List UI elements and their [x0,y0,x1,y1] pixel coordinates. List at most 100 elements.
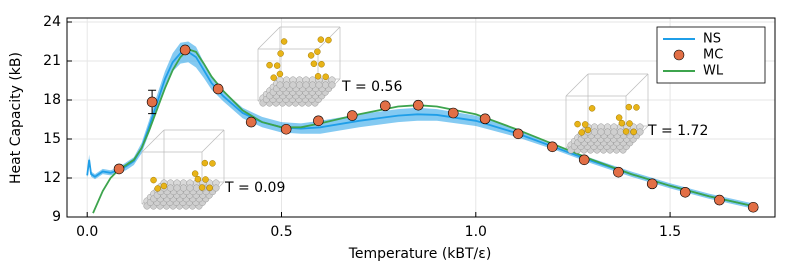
data-point [212,83,224,95]
y-tick-label: 12 [43,170,61,186]
inset-adsorbate [154,185,161,192]
y-tick-label: 15 [43,131,61,147]
inset-adsorbate [615,114,623,121]
inset-adsorbate [618,119,626,127]
inset-adsorbate [198,184,206,191]
inset-adsorbate [266,61,273,69]
data-point [613,166,624,178]
inset-atom [173,184,181,192]
inset-atom [192,184,201,192]
inset-atom [597,128,605,136]
inset-adsorbate [160,182,168,190]
data-point [547,141,558,153]
inset-atom [186,184,194,192]
x-tick-label: 1.5 [659,224,681,240]
inset-atom [636,128,644,136]
y-tick-label: 18 [43,92,61,108]
inset-adsorbate [325,36,332,44]
data-point [313,115,324,127]
inset-adsorbate [314,48,321,55]
inset-adsorbate [277,50,284,57]
x-tick-label: 0.5 [270,224,292,240]
inset-edge [141,129,165,153]
inset-adsorbate [310,60,318,68]
inset-adsorbate [206,184,213,192]
inset-adsorbate [318,60,325,68]
data-point [113,163,125,175]
y-tick-label: 24 [43,14,61,30]
data-point [714,194,725,206]
data-point [379,100,391,112]
inset-edge [565,73,589,97]
x-tick-label: 1.0 [465,224,487,240]
annotation: T = 1.72 [647,123,708,139]
inset-edge [257,26,281,50]
y-tick-label: 21 [43,53,61,69]
inset-atom [321,81,330,89]
inset-atom [616,128,625,136]
inset-atom [179,184,188,192]
inset-atom [590,128,599,136]
annotation: T = 0.56 [341,79,402,95]
inset-atom [276,81,284,89]
inset-atom [289,81,297,89]
y-axis-label: Heat Capacity (kB) [8,52,24,184]
inset-adsorbate [273,62,281,69]
inset-snapshot [141,129,225,210]
inset-adsorbate [201,159,209,167]
inset-adsorbate [202,176,209,183]
inset-atom [328,81,336,89]
data-point [578,154,590,166]
inset-snapshot [257,26,341,107]
inset-adsorbate [276,70,284,78]
inset-adsorbate [280,38,288,45]
inset-adsorbate [584,126,592,134]
x-tick-label: 0.0 [76,224,98,240]
x-axis-label: Temperature (kBT/ε) [348,246,492,262]
inset-adsorbate [578,129,585,136]
data-point [747,201,759,213]
data-point [179,44,191,56]
data-point [479,113,491,125]
plot-area [86,41,759,214]
inset-adsorbate [270,74,277,81]
inset-atom [308,81,317,89]
inset-atom [166,184,175,192]
inset-adsorbate [191,170,199,177]
data-point [512,128,524,140]
data-point [280,123,292,135]
y-tick-label: 9 [52,209,61,225]
annotation: T = 0.09 [224,180,285,196]
series-line [92,48,756,214]
inset-adsorbate [625,103,633,111]
inset-adsorbate [307,52,315,59]
inset-snapshot [565,73,649,154]
inset-adsorbate [630,128,637,136]
inset-adsorbate [588,105,596,112]
inset-adsorbate [622,128,630,135]
legend-label: NS [703,32,721,47]
inset-adsorbate [150,176,157,184]
inset-adsorbate [194,175,202,183]
inset-adsorbate [626,120,633,127]
data-point [679,187,691,198]
inset-adsorbate [574,120,581,128]
data-point [447,107,459,119]
plot-frame [66,17,776,218]
data-point [346,110,358,121]
inset-adsorbate [322,73,329,81]
legend-label: WL [703,64,724,79]
data-point [412,99,424,111]
inset-edge [625,73,649,97]
legend-label: MC [703,48,723,63]
legend-marker [673,49,685,61]
inset-atom [603,128,612,136]
inset-atom [282,81,291,89]
inset-adsorbate [581,121,589,128]
inset-adsorbate [633,104,640,111]
inset-edge [201,129,225,153]
inset-atom [315,81,323,89]
data-point [146,96,158,108]
inset-atom [212,184,220,192]
